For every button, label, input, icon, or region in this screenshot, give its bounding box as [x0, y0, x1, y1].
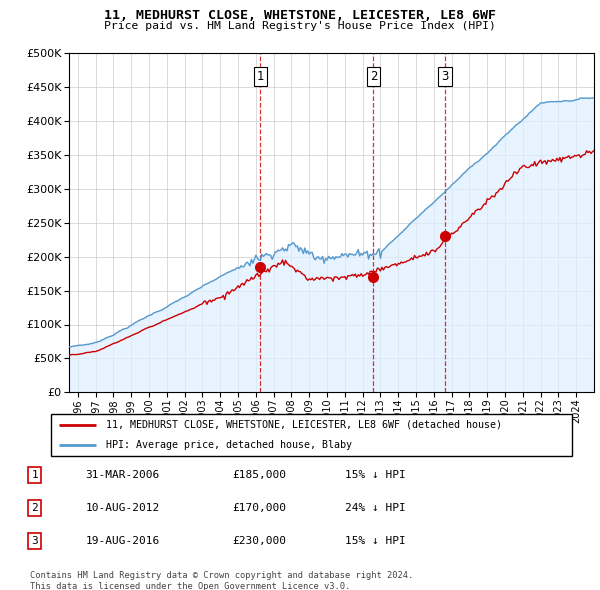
Text: 15% ↓ HPI: 15% ↓ HPI [345, 470, 406, 480]
Text: 3: 3 [442, 70, 449, 83]
Text: £170,000: £170,000 [232, 503, 286, 513]
Text: £185,000: £185,000 [232, 470, 286, 480]
Text: 15% ↓ HPI: 15% ↓ HPI [345, 536, 406, 546]
Text: 11, MEDHURST CLOSE, WHETSTONE, LEICESTER, LE8 6WF: 11, MEDHURST CLOSE, WHETSTONE, LEICESTER… [104, 9, 496, 22]
Text: 10-AUG-2012: 10-AUG-2012 [86, 503, 160, 513]
Text: HPI: Average price, detached house, Blaby: HPI: Average price, detached house, Blab… [106, 440, 352, 450]
Text: 1: 1 [257, 70, 264, 83]
Text: 19-AUG-2016: 19-AUG-2016 [86, 536, 160, 546]
Text: 31-MAR-2006: 31-MAR-2006 [86, 470, 160, 480]
Text: 2: 2 [32, 503, 38, 513]
Text: Price paid vs. HM Land Registry's House Price Index (HPI): Price paid vs. HM Land Registry's House … [104, 21, 496, 31]
Text: Contains HM Land Registry data © Crown copyright and database right 2024.
This d: Contains HM Land Registry data © Crown c… [30, 571, 413, 590]
Text: 24% ↓ HPI: 24% ↓ HPI [345, 503, 406, 513]
Text: 2: 2 [370, 70, 377, 83]
Text: 3: 3 [32, 536, 38, 546]
FancyBboxPatch shape [50, 414, 572, 457]
Text: £230,000: £230,000 [232, 536, 286, 546]
Text: 11, MEDHURST CLOSE, WHETSTONE, LEICESTER, LE8 6WF (detached house): 11, MEDHURST CLOSE, WHETSTONE, LEICESTER… [106, 420, 502, 430]
Text: 1: 1 [32, 470, 38, 480]
